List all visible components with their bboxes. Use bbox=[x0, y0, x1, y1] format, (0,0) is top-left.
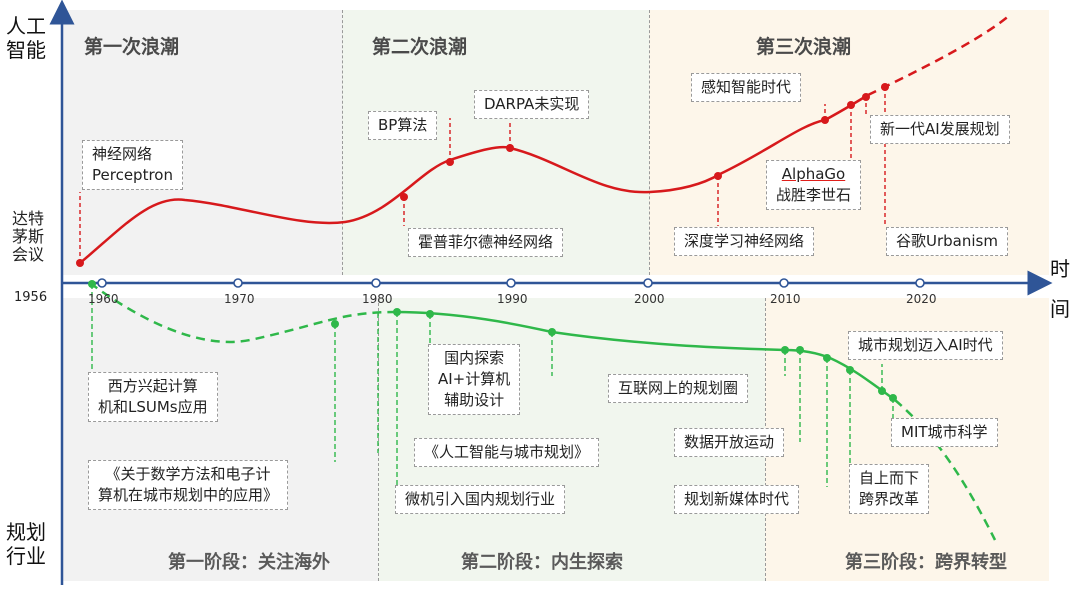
ai-curve bbox=[79, 93, 869, 264]
tick-marker-1960 bbox=[97, 278, 107, 288]
planning-curve-main bbox=[394, 310, 896, 402]
ai-point-deeplearning bbox=[714, 172, 722, 180]
ai-point-nextgen bbox=[862, 93, 870, 101]
stage-title-1: 第一阶段：关注海外 bbox=[168, 552, 330, 573]
origin-year-label: 1956 bbox=[14, 290, 48, 305]
stage-divider-1 bbox=[378, 298, 379, 581]
ai-event-deeplearning: 深度学习神经网络 bbox=[674, 227, 815, 256]
ai-event-nextgen-plan: 新一代AI发展规划 bbox=[870, 115, 1010, 144]
y-axis-bottom-label: 规划 行业 bbox=[6, 520, 46, 568]
tick-marker-2010 bbox=[779, 278, 789, 288]
plan-event-open-data: 数据开放运动 bbox=[674, 428, 785, 457]
plan-event-new-media: 规划新媒体时代 bbox=[674, 485, 800, 514]
wave-title-1: 第一次浪潮 bbox=[84, 36, 180, 58]
ai-event-hopfield: 霍普菲尔德神经网络 bbox=[408, 228, 564, 257]
plan-event-ai-book: 《人工智能与城市规划》 bbox=[414, 438, 600, 467]
ai-point-alphago bbox=[847, 101, 855, 109]
ai-event-alphago: AlphaGo 战胜李世石 bbox=[766, 160, 862, 210]
stage-title-3: 第三阶段：跨界转型 bbox=[845, 552, 1007, 573]
x-axis-label: 时间 bbox=[1050, 257, 1070, 321]
plan-event-math-methods: 《关于数学方法和电子计 算机在城市规划中的应用》 bbox=[88, 460, 289, 510]
wave-divider-2 bbox=[649, 10, 650, 275]
wave-title-2: 第二次浪潮 bbox=[372, 36, 468, 58]
tick-2010: 2010 bbox=[770, 292, 801, 306]
ai-event-perception-era: 感知智能时代 bbox=[691, 73, 802, 102]
plan-event-lsums: 西方兴起计算 机和LSUMs应用 bbox=[88, 372, 218, 422]
plan-event-reform: 自上而下 跨界改革 bbox=[849, 464, 930, 514]
ai-event-darpa: DARPA未实现 bbox=[474, 90, 590, 119]
wave-title-3: 第三次浪潮 bbox=[756, 36, 852, 58]
ai-point-darpa bbox=[506, 144, 514, 152]
planning-curve-early bbox=[89, 281, 396, 344]
tick-2000: 2000 bbox=[634, 292, 665, 306]
tick-marker-1980 bbox=[371, 278, 381, 288]
tick-marker-1990 bbox=[506, 278, 516, 288]
ai-event-perceptron: 神经网络 Perceptron bbox=[82, 140, 183, 190]
ai-point-bp bbox=[446, 158, 454, 166]
tick-marker-1970 bbox=[233, 278, 243, 288]
tick-1990: 1990 bbox=[497, 292, 528, 306]
plan-event-cad: 国内探索 AI+计算机 辅助设计 bbox=[428, 344, 521, 415]
tick-1970: 1970 bbox=[224, 292, 255, 306]
plan-event-mit: MIT城市科学 bbox=[891, 418, 998, 447]
plan-event-microcomputer: 微机引入国内规划行业 bbox=[395, 485, 566, 514]
wave-divider-1 bbox=[342, 10, 343, 275]
ai-point-dartmouth bbox=[76, 259, 84, 267]
tick-marker-2020 bbox=[915, 278, 925, 288]
planning-points bbox=[88, 280, 897, 402]
y-axis-top-label: 人工 智能 bbox=[6, 14, 46, 62]
origin-event-label: 达特 茅斯 会议 bbox=[12, 209, 45, 264]
ai-event-bp: BP算法 bbox=[368, 111, 438, 140]
tick-1960: 1960 bbox=[88, 292, 119, 306]
ai-points bbox=[76, 83, 889, 267]
plan-event-ai-era: 城市规划迈入AI时代 bbox=[848, 331, 1003, 360]
ai-point-urbanism bbox=[881, 83, 889, 91]
ai-curve-projection bbox=[867, 14, 1011, 97]
ai-point-perception bbox=[821, 116, 829, 124]
stage-title-2: 第二阶段：内生探索 bbox=[461, 552, 623, 573]
tick-1980: 1980 bbox=[362, 292, 393, 306]
stage1-background bbox=[62, 298, 378, 581]
tick-marker-2000 bbox=[643, 278, 653, 288]
planning-curve-projection bbox=[894, 399, 997, 541]
ai-event-google-urbanism: 谷歌Urbanism bbox=[886, 227, 1008, 256]
tick-2020: 2020 bbox=[906, 292, 937, 306]
plan-event-internet-circle: 互联网上的规划圈 bbox=[608, 374, 749, 403]
ai-point-hopfield bbox=[400, 193, 408, 201]
